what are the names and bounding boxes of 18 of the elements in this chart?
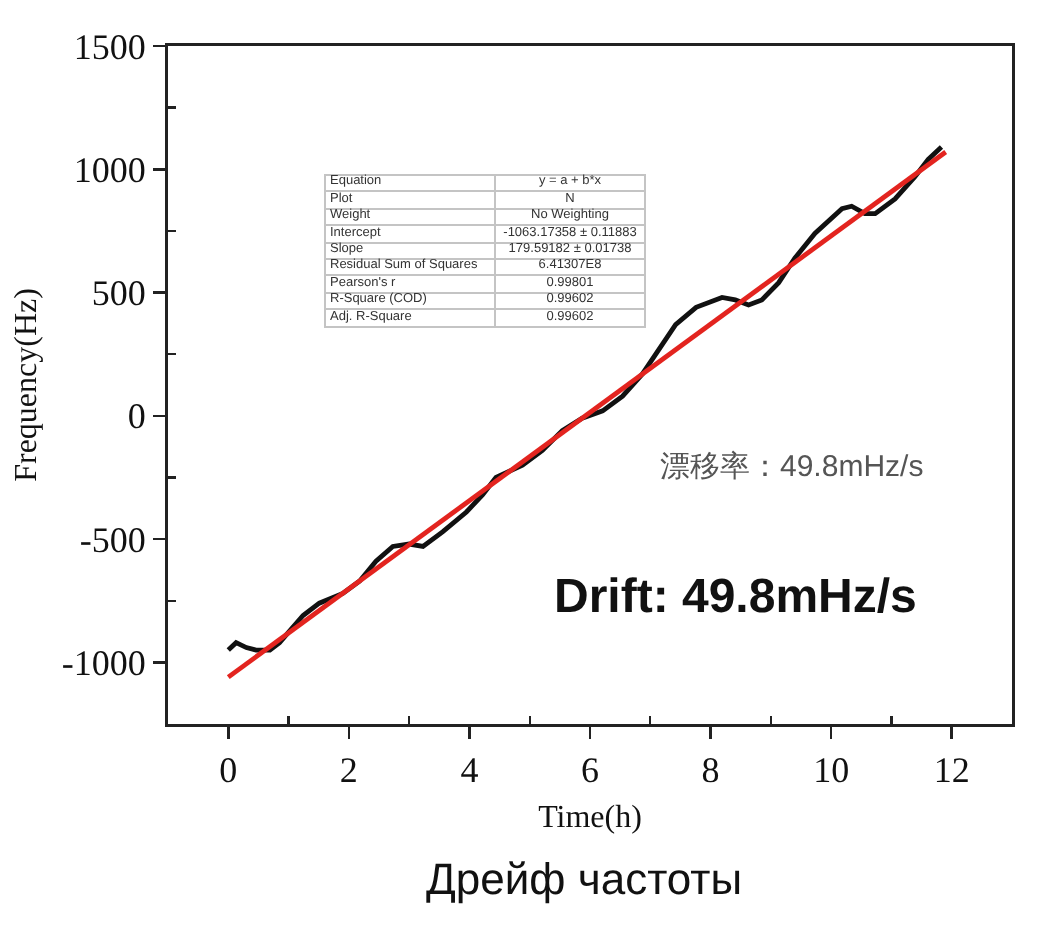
y-tick-label: 1000 <box>73 149 146 190</box>
text: Дрейф частоты <box>426 854 743 904</box>
x-tick-label: 2 <box>339 750 358 791</box>
annotation: Drift: 49.8mHz/s <box>554 570 917 624</box>
x-tick-label: 0 <box>219 750 238 791</box>
y-tick-label: -500 <box>79 519 146 560</box>
x-tick-label: 4 <box>460 750 479 791</box>
x-tick-label: 12 <box>933 750 970 791</box>
y-tick-label: 500 <box>91 273 146 314</box>
y-axis-title: Frequency(Hz) <box>10 288 45 482</box>
y-tick-label: -1000 <box>61 642 146 683</box>
y-tick-label: 1500 <box>73 26 146 67</box>
x-axis-title: Time(h) <box>538 801 642 836</box>
x-tick-label: 6 <box>581 750 599 791</box>
x-tick-label: 8 <box>701 750 720 791</box>
x-tick-label: 10 <box>813 750 850 791</box>
annotation: 漂移率：49.8mHz/s <box>660 450 924 484</box>
y-tick-label: 0 <box>127 396 146 437</box>
